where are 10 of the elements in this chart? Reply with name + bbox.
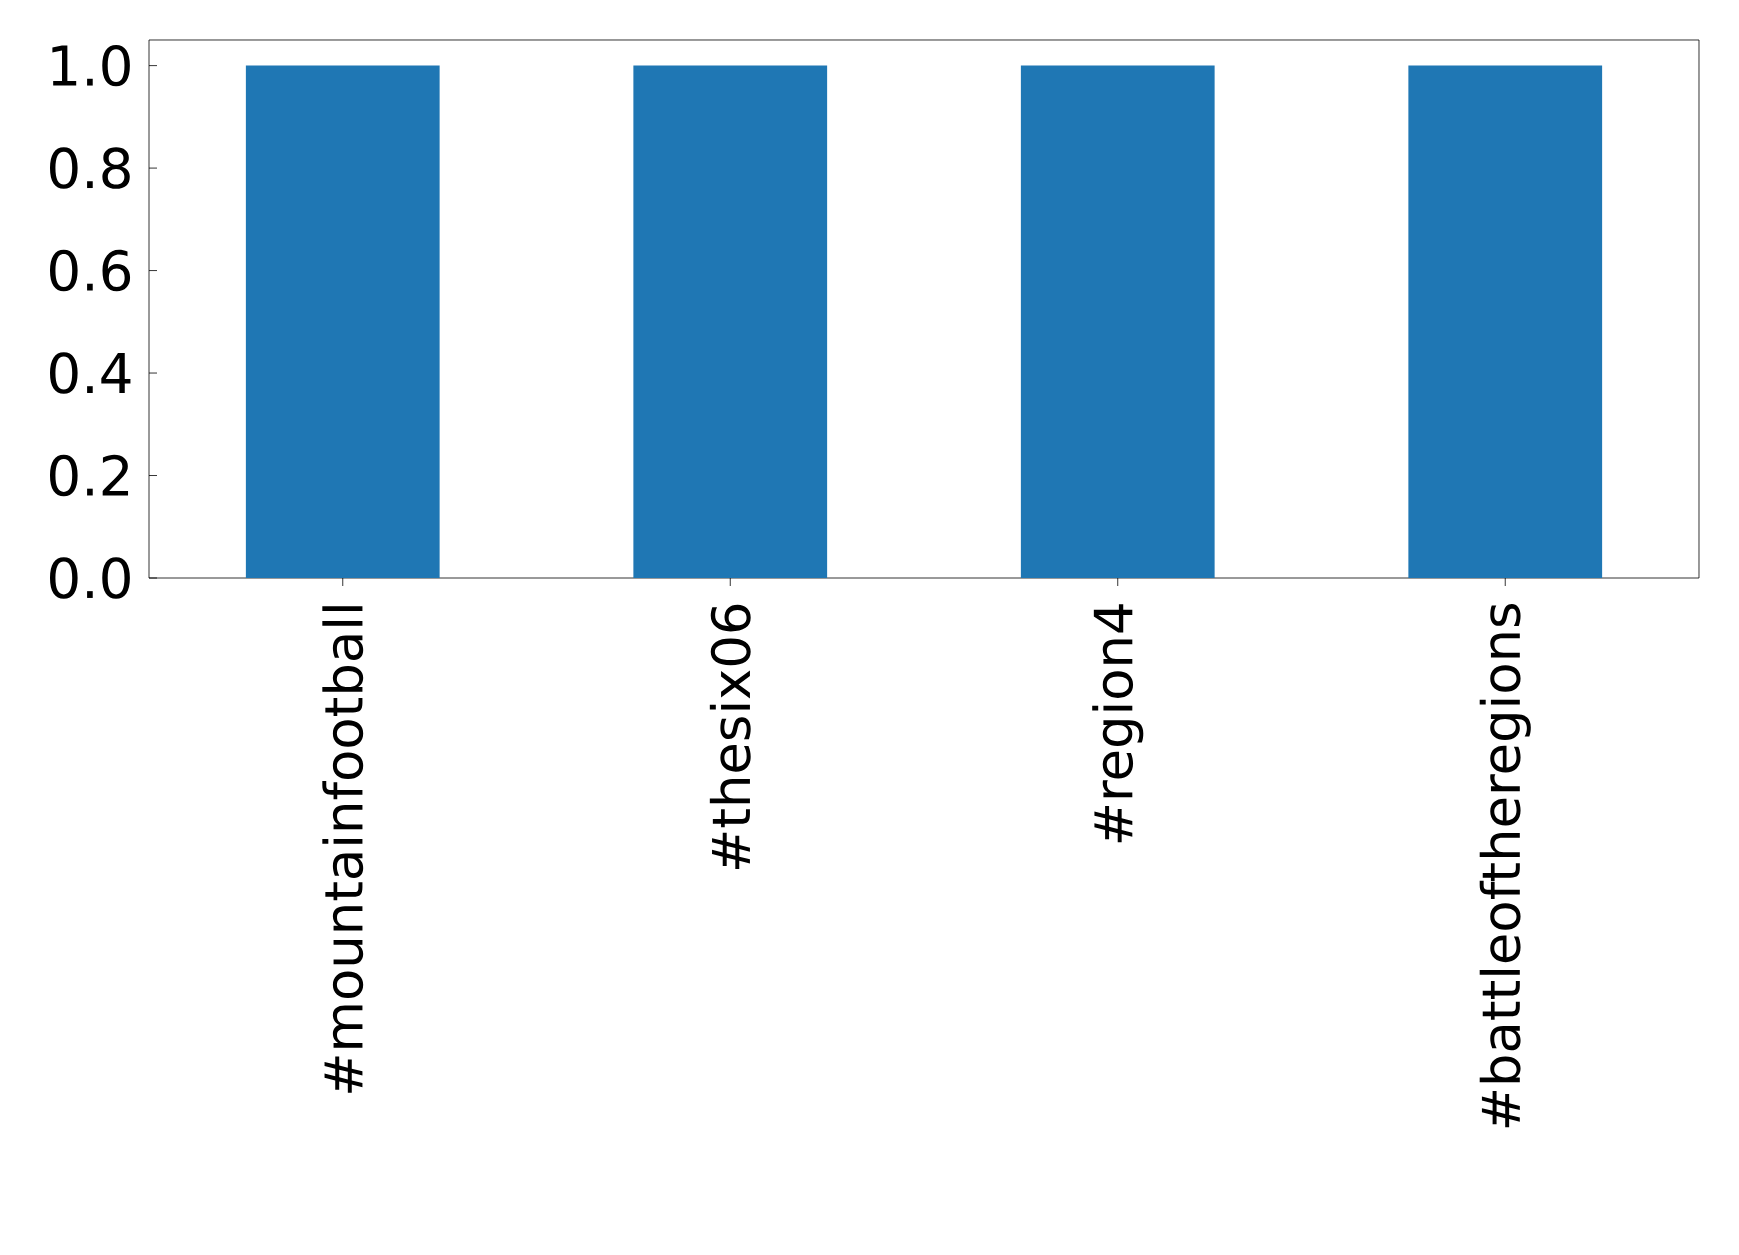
x-tick-label: #region4 [1092, 604, 1144, 843]
x-tick-label: #mountainfootball [322, 606, 364, 1093]
y-tick-label: 1.0 [52, 44, 130, 87]
x-tick-label: #thesix06 [709, 604, 751, 869]
x-tick-label: #battleoftheregions [1479, 604, 1531, 1128]
y-tick-label: 0.6 [49, 249, 131, 292]
y-tick-label: 0.0 [49, 557, 130, 599]
y-tick-label: 0.4 [49, 352, 131, 394]
y-tick-label: 0.8 [49, 147, 130, 189]
y-tick-label: 0.2 [49, 454, 129, 497]
